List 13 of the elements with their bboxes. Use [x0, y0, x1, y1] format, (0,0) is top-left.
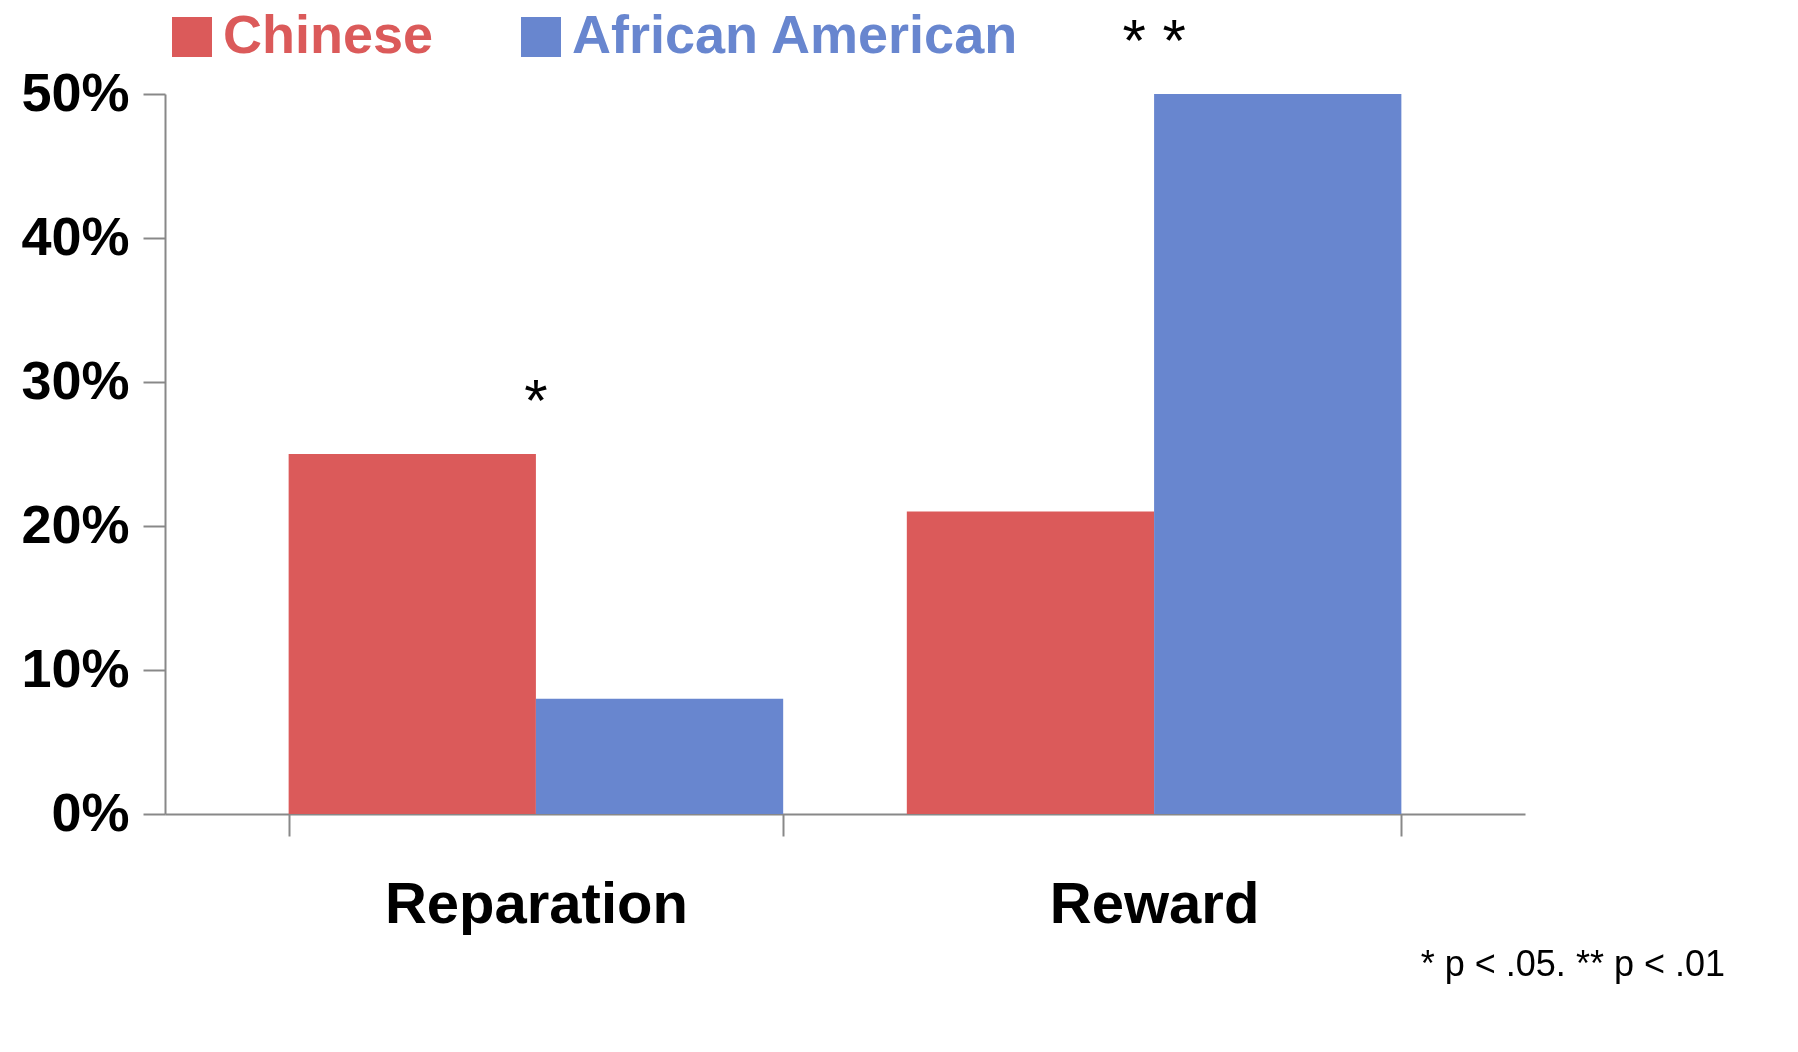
y-tick-label: 40% — [21, 205, 130, 266]
y-tick-label: 50% — [21, 61, 130, 122]
y-tick-label: 20% — [21, 493, 130, 554]
x-tick-label: Reward — [1049, 869, 1260, 935]
legend-label: Chinese — [223, 4, 434, 64]
x-tick-label: Reparation — [384, 869, 688, 935]
legend-label: African American — [572, 4, 1018, 64]
y-tick-label: 30% — [21, 349, 130, 410]
y-tick-label: 0% — [51, 781, 130, 842]
y-tick-label: 10% — [21, 637, 130, 698]
annotation: * — [524, 367, 548, 434]
annotation: * * — [1122, 7, 1186, 74]
text: * p < .05. ** p < .01 — [1420, 943, 1725, 984]
